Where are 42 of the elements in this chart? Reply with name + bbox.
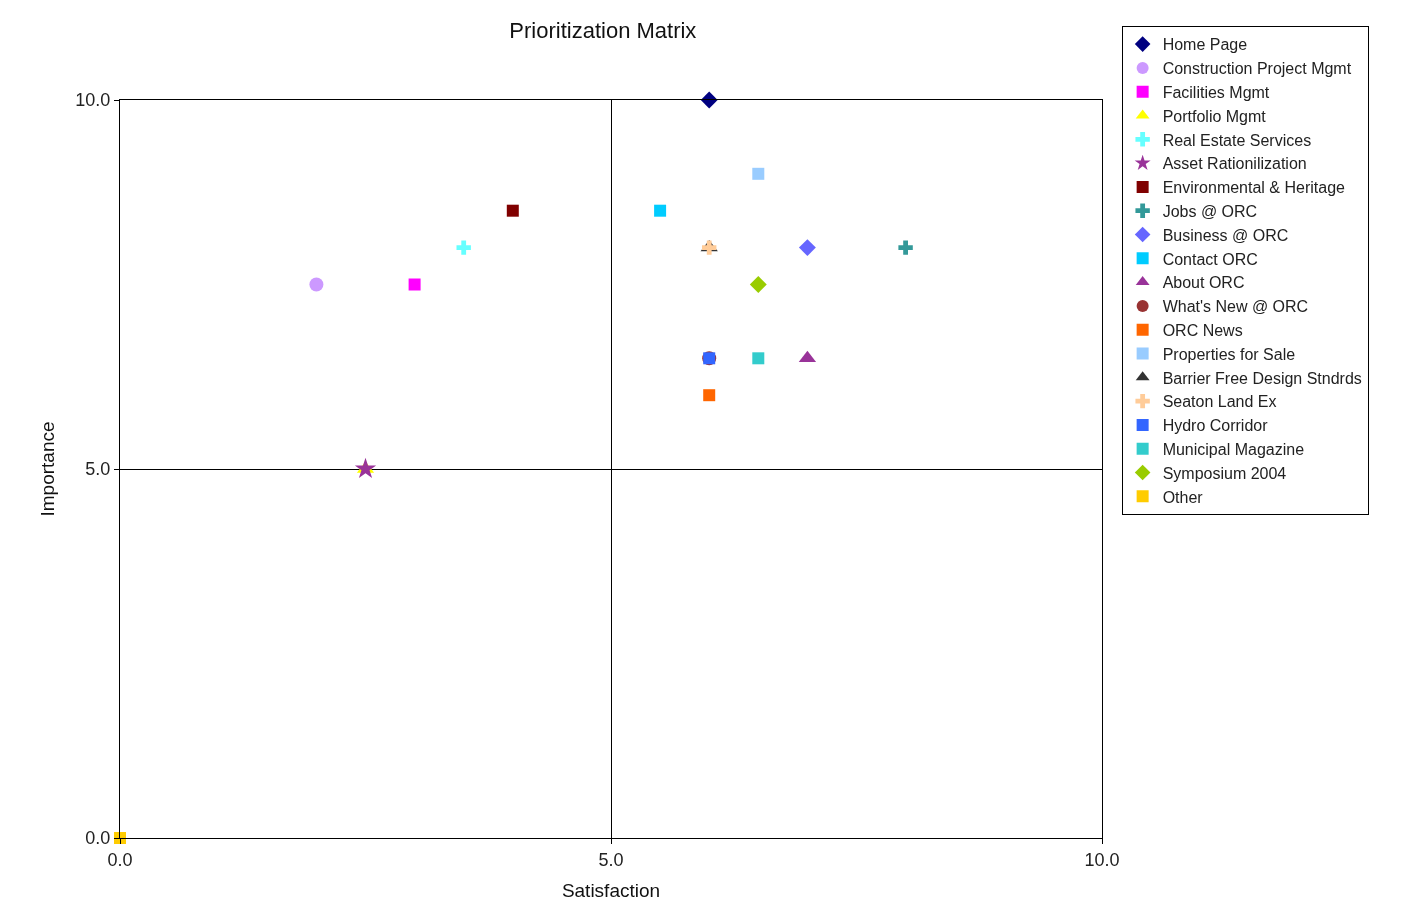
legend-label: Barrier Free Design Stndrds — [1162, 369, 1362, 387]
point — [309, 277, 324, 292]
legend-label: Properties for Sale — [1162, 345, 1296, 363]
x-tick-label: 10.0 — [1084, 849, 1120, 870]
legend-label: Asset Rationilization — [1162, 155, 1307, 173]
legend-label: Real Estate Services — [1162, 131, 1312, 149]
point — [752, 167, 765, 180]
point — [798, 239, 816, 257]
y-axis-title: Importance — [37, 421, 59, 517]
legend-label: About ORC — [1162, 274, 1245, 292]
chart-title: Prioritization Matrix — [509, 18, 697, 44]
point — [700, 91, 718, 109]
point — [752, 352, 765, 365]
legend-label: Contact ORC — [1162, 250, 1258, 268]
legend-label: Facilities Mgmt — [1162, 83, 1270, 101]
point — [749, 276, 767, 293]
legend-label: Construction Project Mgmt — [1162, 60, 1352, 78]
legend-label: Other — [1162, 488, 1204, 506]
point — [408, 278, 421, 291]
point — [703, 389, 716, 402]
point — [456, 240, 471, 255]
y-tick-label: 0.0 — [85, 828, 111, 849]
legend-label: Business @ ORC — [1162, 226, 1289, 244]
legend-label: Hydro Corridor — [1162, 417, 1269, 435]
x-tick-label: 0.0 — [107, 849, 133, 870]
legend-label: Portfolio Mgmt — [1162, 107, 1267, 125]
point — [354, 457, 377, 479]
legend-label: Municipal Magazine — [1162, 440, 1305, 458]
legend-label: What's New @ ORC — [1162, 298, 1309, 316]
legend-label: ORC News — [1162, 321, 1243, 339]
y-tick-label: 5.0 — [85, 459, 111, 480]
point — [898, 240, 913, 255]
legend-label: Seaton Land Ex — [1162, 393, 1277, 411]
point — [654, 204, 667, 217]
y-tick-label: 10.0 — [75, 90, 111, 111]
legend-label: Home Page — [1162, 36, 1248, 54]
legend-label: Environmental & Heritage — [1162, 179, 1346, 197]
legend-label: Symposium 2004 — [1162, 464, 1287, 482]
point — [506, 204, 519, 217]
x-tick-label: 5.0 — [598, 849, 624, 870]
legend-label: Jobs @ ORC — [1162, 202, 1258, 220]
x-axis-title: Satisfaction — [561, 880, 661, 902]
